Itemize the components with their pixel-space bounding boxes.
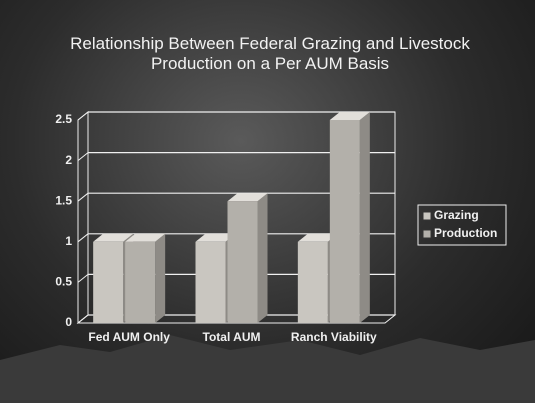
- bar-side: [359, 112, 370, 323]
- mountains: [0, 335, 535, 403]
- legend-label: Grazing: [434, 208, 479, 222]
- bar-top: [297, 233, 338, 242]
- bar-top: [93, 233, 134, 242]
- y-tick-label: 2.5: [55, 112, 72, 126]
- bar-side: [257, 193, 268, 323]
- grid-line-side: [77, 314, 89, 324]
- y-tick-label: 2: [65, 153, 72, 167]
- legend-swatch: [422, 211, 432, 221]
- bar: [195, 241, 226, 323]
- legend-box: [417, 204, 507, 246]
- x-tick-label: Ranch Viability: [291, 330, 377, 344]
- bar-side: [155, 233, 166, 323]
- bar: [227, 201, 258, 323]
- grid-line-side: [77, 152, 89, 161]
- grid-line-side: [77, 233, 89, 243]
- bar-top: [195, 233, 236, 242]
- bar: [93, 241, 124, 323]
- y-tick-label: 0: [65, 315, 72, 329]
- y-tick-label: 0.5: [55, 275, 72, 289]
- bar: [329, 120, 360, 323]
- bar: [125, 241, 156, 323]
- grid-line-side: [77, 274, 89, 283]
- bar-top: [329, 112, 370, 120]
- chart-title: Relationship Between Federal Grazing and…: [70, 34, 470, 73]
- side-wall: [77, 110, 89, 325]
- x-tick-label: Fed AUM Only: [88, 330, 170, 344]
- bar-top: [227, 193, 268, 202]
- y-tick-label: 1: [65, 234, 72, 248]
- legend-swatch: [422, 229, 432, 239]
- x-tick-label: Total AUM: [203, 330, 261, 344]
- bar-top: [125, 233, 166, 242]
- y-tick-label: 1.5: [55, 193, 72, 207]
- grid-line-side: [77, 192, 89, 202]
- bar: [297, 241, 328, 323]
- legend-label: Production: [434, 226, 497, 240]
- grid-line-side: [77, 111, 89, 121]
